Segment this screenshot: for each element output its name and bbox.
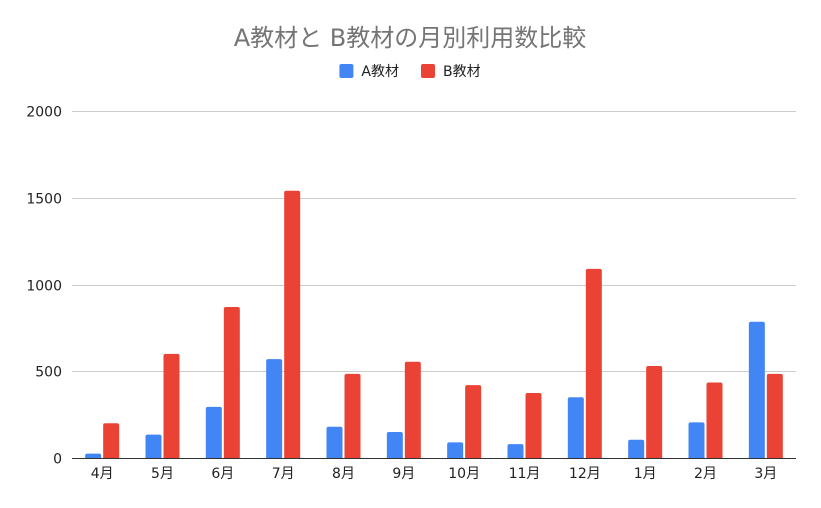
bar-a — [386, 431, 403, 458]
legend-swatch — [339, 64, 354, 78]
bar-b — [706, 382, 723, 458]
bar-a — [266, 359, 283, 458]
bar-a — [145, 434, 162, 458]
bar-a — [326, 426, 343, 458]
bar-a — [447, 442, 464, 458]
bar-b — [525, 392, 542, 458]
gridlines — [72, 111, 796, 459]
legend-label: A教材 — [361, 64, 399, 80]
x-tick-label: 7月 — [272, 466, 295, 482]
x-tick-label: 1月 — [634, 466, 657, 482]
x-tick-label: 11月 — [509, 466, 541, 482]
bar-a — [507, 444, 524, 458]
y-tick-label: 1500 — [26, 192, 62, 208]
bar-b — [646, 366, 663, 458]
bar-b — [163, 353, 180, 458]
bar-b — [766, 373, 783, 458]
x-tick-label: 9月 — [392, 466, 415, 482]
bar-a — [688, 422, 705, 458]
bar-a — [567, 397, 584, 458]
bar-b — [284, 190, 301, 458]
legend: A教材 B教材 — [339, 64, 481, 80]
legend-label: B教材 — [443, 64, 481, 80]
bar-a — [748, 321, 765, 458]
y-tick-label: 2000 — [26, 105, 62, 121]
bar-b — [585, 268, 602, 458]
bar-b — [344, 373, 361, 458]
x-axis-tick-labels: 4月 5月 6月 7月 8月 9月 10月 11月 12月 1月 2月 3月 — [91, 466, 778, 482]
y-tick-label: 1000 — [26, 279, 62, 295]
bar-b — [103, 423, 120, 458]
bar-b — [465, 385, 482, 458]
bar-a — [628, 439, 645, 458]
x-tick-label: 8月 — [332, 466, 355, 482]
x-tick-label: 6月 — [211, 466, 234, 482]
bar-b — [404, 361, 421, 458]
bar-a — [85, 453, 102, 458]
x-tick-label: 2月 — [694, 466, 717, 482]
x-tick-label: 5月 — [151, 466, 174, 482]
bar-b — [223, 307, 240, 458]
legend-swatch — [420, 64, 435, 78]
x-tick-label: 3月 — [754, 466, 777, 482]
y-tick-label: 0 — [53, 452, 62, 468]
y-tick-label: 500 — [35, 365, 62, 381]
bar-a — [205, 406, 222, 458]
bars — [85, 190, 783, 458]
x-tick-label: 12月 — [569, 466, 601, 482]
x-tick-label: 10月 — [448, 466, 480, 482]
y-axis-tick-labels: 0 500 1000 1500 2000 — [26, 105, 62, 468]
x-tick-label: 4月 — [91, 466, 114, 482]
chart-title: A教材と B教材の月別利用数比較 — [234, 24, 587, 52]
